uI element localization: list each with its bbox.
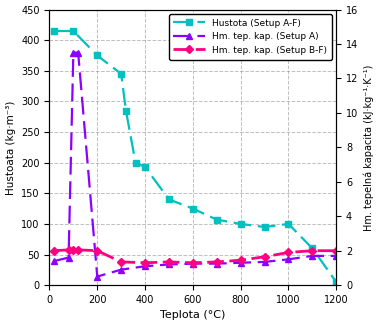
Hustota (Setup A-F) <box>95 53 100 57</box>
Hm. tep. kap. (Setup B-F) <box>76 248 81 252</box>
Hm. tep. kap. (Setup B-F) <box>167 260 171 264</box>
X-axis label: Teplota (°C): Teplota (°C) <box>160 310 226 320</box>
Hm. tep. kap. (Setup A) <box>143 264 147 268</box>
Hustota (Setup A-F) <box>214 218 219 222</box>
Y-axis label: Hm. tepelná kapacita (kJ·kg⁻¹·K⁻¹): Hm. tepelná kapacita (kJ·kg⁻¹·K⁻¹) <box>364 64 374 230</box>
Hm. tep. kap. (Setup B-F) <box>71 248 76 252</box>
Hustota (Setup A-F) <box>310 246 315 250</box>
Hm. tep. kap. (Setup A) <box>214 262 219 266</box>
Hustota (Setup A-F) <box>52 29 57 33</box>
Hm. tep. kap. (Setup B-F) <box>238 258 243 262</box>
Hm. tep. kap. (Setup B-F) <box>95 249 100 253</box>
Hm. tep. kap. (Setup B-F) <box>286 250 291 254</box>
Hm. tep. kap. (Setup A) <box>191 262 195 266</box>
Hm. tep. kap. (Setup A) <box>262 260 267 264</box>
Hm. tep. kap. (Setup B-F) <box>66 248 71 252</box>
Hm. tep. kap. (Setup B-F) <box>214 260 219 264</box>
Hm. tep. kap. (Setup B-F) <box>119 260 124 264</box>
Hm. tep. kap. (Setup A) <box>334 254 339 258</box>
Hm. tep. kap. (Setup B-F) <box>191 261 195 265</box>
Hm. tep. kap. (Setup B-F) <box>334 249 339 253</box>
Hm. tep. kap. (Setup B-F) <box>143 261 147 265</box>
Hm. tep. kap. (Setup B-F) <box>52 249 57 253</box>
Hustota (Setup A-F) <box>238 222 243 226</box>
Hustota (Setup A-F) <box>262 225 267 229</box>
Hustota (Setup A-F) <box>71 29 76 33</box>
Hm. tep. kap. (Setup A) <box>310 254 315 258</box>
Hm. tep. kap. (Setup A) <box>167 262 171 266</box>
Hm. tep. kap. (Setup A) <box>71 51 76 54</box>
Hm. tep. kap. (Setup A) <box>52 259 57 263</box>
Hm. tep. kap. (Setup B-F) <box>310 249 315 253</box>
Hm. tep. kap. (Setup A) <box>95 274 100 278</box>
Line: Hm. tep. kap. (Setup A): Hm. tep. kap. (Setup A) <box>51 49 340 280</box>
Hustota (Setup A-F) <box>119 72 124 76</box>
Hustota (Setup A-F) <box>143 165 147 169</box>
Line: Hustota (Setup A-F): Hustota (Setup A-F) <box>51 27 340 286</box>
Hm. tep. kap. (Setup A) <box>286 257 291 261</box>
Hustota (Setup A-F) <box>124 109 128 112</box>
Hustota (Setup A-F) <box>334 280 339 284</box>
Hustota (Setup A-F) <box>191 207 195 211</box>
Hustota (Setup A-F) <box>167 198 171 201</box>
Hustota (Setup A-F) <box>286 222 291 226</box>
Hm. tep. kap. (Setup A) <box>119 268 124 272</box>
Line: Hm. tep. kap. (Setup B-F): Hm. tep. kap. (Setup B-F) <box>51 247 339 266</box>
Hm. tep. kap. (Setup A) <box>76 51 81 54</box>
Hustota (Setup A-F) <box>133 161 138 165</box>
Legend: Hustota (Setup A-F), Hm. tep. kap. (Setup A), Hm. tep. kap. (Setup B-F): Hustota (Setup A-F), Hm. tep. kap. (Setu… <box>169 14 332 60</box>
Hm. tep. kap. (Setup A) <box>238 261 243 265</box>
Y-axis label: Hustoata (kg·m⁻³): Hustoata (kg·m⁻³) <box>6 100 16 195</box>
Hm. tep. kap. (Setup A) <box>66 256 71 259</box>
Hm. tep. kap. (Setup B-F) <box>262 255 267 259</box>
